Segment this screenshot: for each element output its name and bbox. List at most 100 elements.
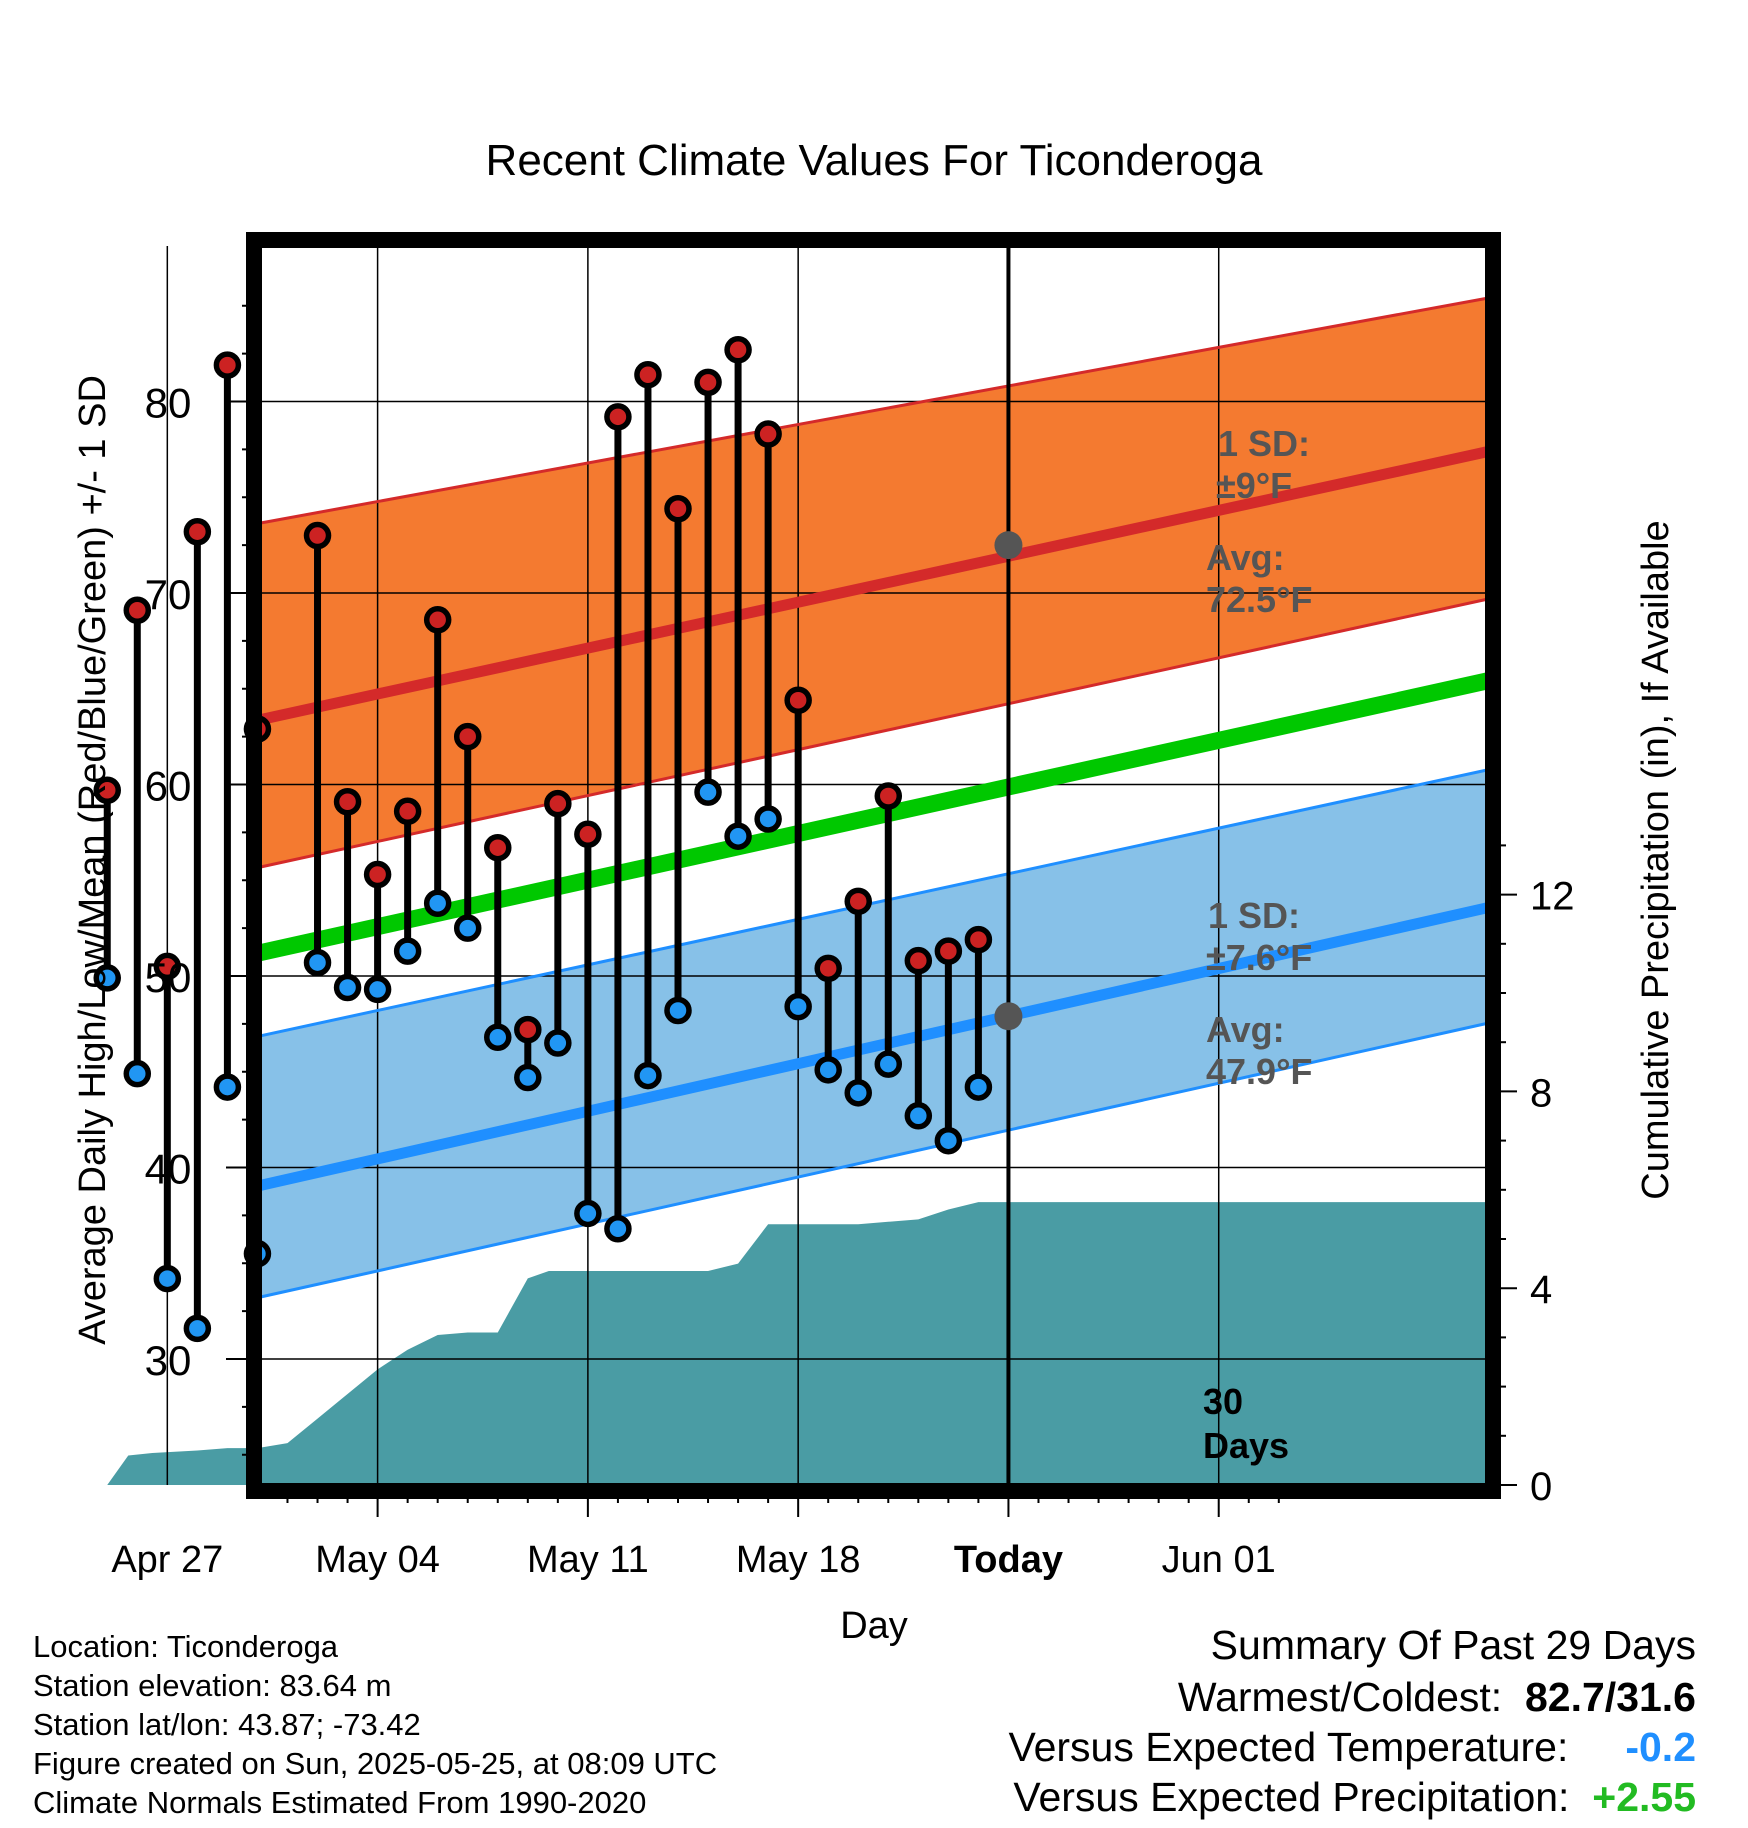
high-temp-point [123,596,152,624]
low-temp-point [93,964,121,992]
info-elevation: Station elevation: 83.64 m [33,1668,392,1703]
high-temp-point [393,797,422,826]
precip-tick-label-8: 8 [1530,1071,1552,1115]
low-temp-point [574,1199,602,1228]
x-tick-label: Today [954,1539,1063,1581]
precip-tick-label-12: 12 [1530,875,1575,919]
low-upper-edge [259,768,1488,1038]
high-temp-point [604,403,632,431]
info-normals: Climate Normals Estimated From 1990-2020 [33,1785,647,1820]
low-temp-point [964,1073,993,1101]
y-tick-label-60: 60 [145,763,192,810]
info-created: Figure created on Sun, 2025-05-25, at 08… [33,1746,718,1781]
high-avg-label: Avg: [1206,537,1285,578]
low-temp-point [453,914,482,942]
temp-label: Versus Expected Temperature: [1008,1724,1569,1770]
high-temp-point [183,517,212,546]
x-tick-label: Jun 01 [1162,1539,1276,1581]
high-temp-point [724,336,752,364]
summary-title: Summary Of Past 29 Days [1210,1622,1696,1668]
chart-title: Recent Climate Values For Ticonderoga [486,136,1263,185]
low-temp-point [814,1056,842,1084]
high-temp-point [874,782,903,810]
low-temp-point [303,948,332,977]
low-temp-point [393,937,422,965]
high-avg-value: 72.5°F [1206,579,1312,620]
y-tick-label-70: 70 [145,571,192,618]
high-temp-point [213,351,242,379]
low-temp-point [754,805,782,833]
high-temp-point [634,360,662,389]
station-info: Location: Ticonderoga Station elevation:… [33,1627,717,1822]
y-tick-label-40: 40 [145,1146,192,1193]
low-avg-value: 47.9°F [1206,1051,1312,1092]
high-upper-edge [259,296,1488,525]
high-temp-point [303,521,332,550]
cumulative-precip-area [107,1202,1488,1485]
low-temp-point [544,1029,572,1057]
info-latlon: Station lat/lon: 43.87; -73.42 [33,1707,421,1742]
normal-high-line [258,446,1489,726]
high-temp-point [964,925,993,954]
x-tick-label: May 18 [736,1539,861,1581]
high-avg-point [994,531,1023,560]
plot-frame [246,232,1501,1499]
high-sd-value: ±9°F [1216,465,1292,506]
summary-warm-cold: Warmest/Coldest: 82.7/31.6 [1178,1674,1696,1721]
summary-temp: Versus Expected Temperature: -0.2 [1008,1724,1696,1771]
high-temp-point [694,368,722,397]
daily-temperatures [93,336,993,1343]
high-temp-point [754,420,782,448]
warm-cold-label: Warmest/Coldest: [1177,1674,1503,1720]
days-word-label: Days [1203,1425,1289,1466]
y-tick-label-80: 80 [145,380,192,427]
low-temp-point [634,1061,662,1090]
precip-tick-label-0: 0 [1530,1465,1552,1509]
high-temp-point [814,954,842,983]
low-avg-point [994,1002,1023,1031]
today-marker [994,246,1023,1485]
high-temp-point [514,1015,542,1044]
low-lower-edge [259,1021,1488,1299]
high-temp-point [664,494,692,523]
low-temp-point [153,1264,182,1293]
high-temp-point [93,776,121,804]
low-temp-point [514,1063,542,1092]
y-tick-label-30: 30 [145,1337,192,1384]
high-temp-point [574,820,602,849]
y-axis-label-right: Cumulative Precipitation (in), If Availa… [1635,520,1677,1199]
low-temp-point [604,1215,632,1243]
high-temp-point [423,606,452,634]
normal-low-line [258,902,1489,1191]
y-tick-label-50: 50 [145,954,192,1001]
low-sd-label: 1 SD: [1208,895,1300,936]
low-sd-band [260,770,1487,1298]
low-sd-value: ±7.6°F [1206,937,1312,978]
high-temp-point [153,952,182,981]
high-temp-point [453,722,482,751]
precip-label: Versus Expected Precipitation: [1013,1774,1570,1820]
x-axis-label: Day [840,1605,908,1647]
low-temp-point [874,1050,903,1078]
info-location: Location: Ticonderoga [33,1629,339,1664]
high-temp-point [844,887,872,916]
y-axis-label-left: Average Daily High/Low/Mean (Red/Blue/Gr… [72,375,114,1345]
high-temp-point [363,860,392,889]
low-temp-point [694,778,722,806]
x-tick-label: Apr 27 [111,1539,223,1581]
low-temp-point [844,1079,872,1107]
low-temp-point [333,973,362,1002]
low-temp-point [484,1023,512,1052]
warm-cold-value: 82.7/31.6 [1525,1674,1696,1720]
low-temp-point [183,1314,212,1343]
x-tick-label: May 11 [527,1539,649,1581]
low-temp-point [724,822,752,850]
high-sd-label: 1 SD: [1218,423,1310,464]
low-temp-point [123,1059,152,1088]
precip-layer [107,1202,1488,1485]
low-temp-point [664,996,692,1025]
axes: 30 40 50 60 70 80 0 4 8 12 Apr 27 May 04 May 11 May 1… [111,232,1575,1581]
precip-tick-label-4: 4 [1530,1268,1552,1312]
